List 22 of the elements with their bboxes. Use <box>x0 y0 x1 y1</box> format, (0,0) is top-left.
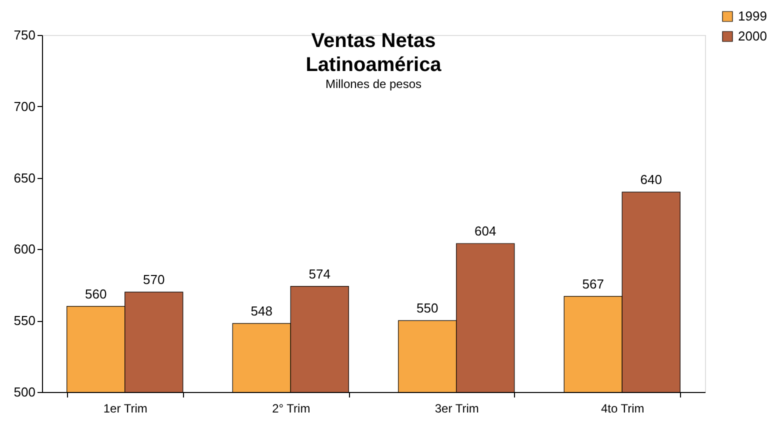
data-label: 574 <box>308 266 330 282</box>
y-tick-label: 500 <box>14 384 36 400</box>
text: Millones de pesos <box>325 77 422 91</box>
data-label: 550 <box>416 300 438 316</box>
y-tick-label: 750 <box>14 28 36 42</box>
y-tick-label: 600 <box>14 242 36 257</box>
data-label: 567 <box>582 276 604 292</box>
chart-title: Ventas Netas Latinoamérica <box>306 30 442 76</box>
legend-label: 1999 <box>738 8 767 24</box>
data-label: 640 <box>640 172 662 188</box>
x-tick-label: 2° Trim <box>272 402 310 416</box>
y-tick-label: 700 <box>14 98 36 114</box>
legend-label: 2000 <box>738 28 767 44</box>
data-label: 570 <box>143 272 165 288</box>
y-tick-label: 650 <box>14 170 36 186</box>
x-tick-label: 4to Trim <box>600 402 644 416</box>
data-label: 560 <box>85 286 107 302</box>
data-label: 604 <box>474 223 496 238</box>
x-tick-label: 1er Trim <box>103 402 148 416</box>
y-tick-label: 550 <box>14 313 36 328</box>
x-tick-label: 3er Trim <box>434 402 479 416</box>
data-label: 548 <box>250 303 272 318</box>
